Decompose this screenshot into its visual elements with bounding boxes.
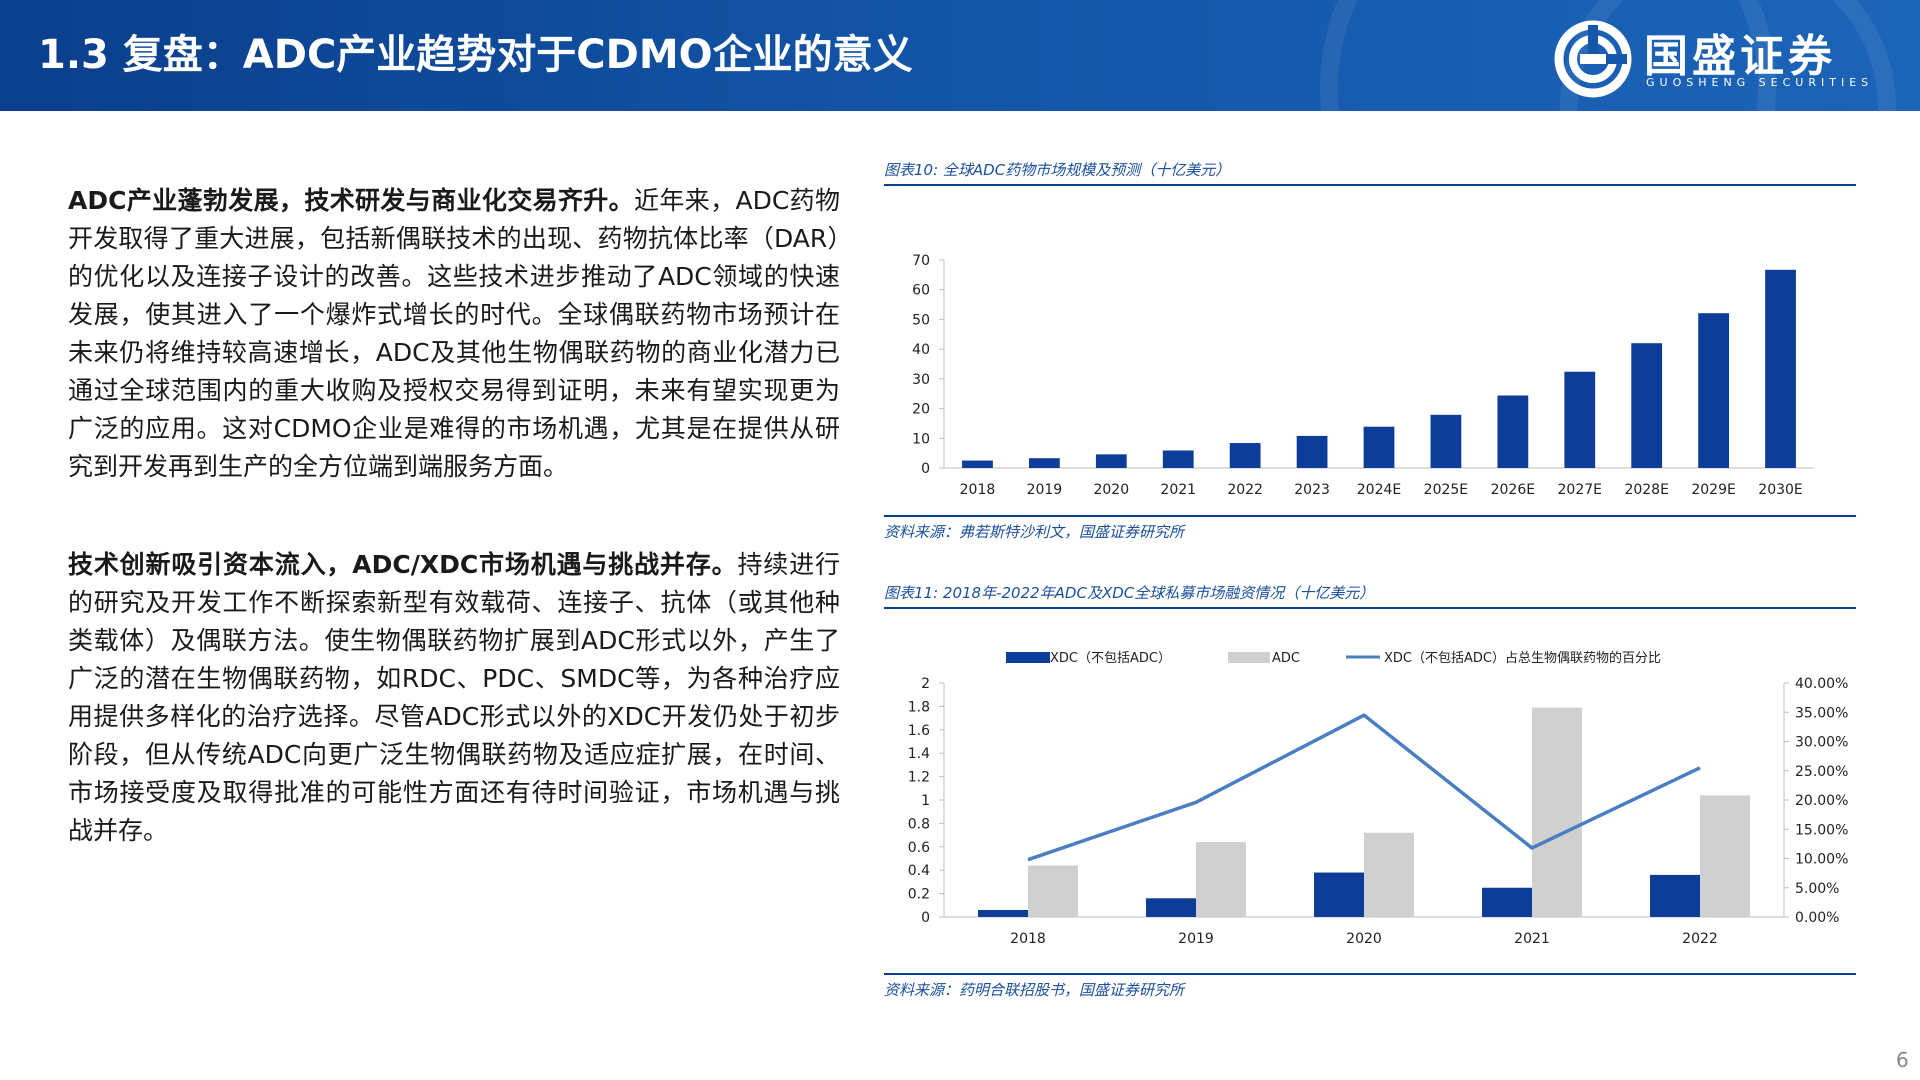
bar-2026E <box>1497 395 1529 468</box>
x-tick-label: 2028E <box>1624 482 1668 498</box>
y-tick-label-right: 5.00% <box>1795 881 1839 897</box>
paragraph-xdc-market: 技术创新吸引资本流入，ADC/XDC市场机遇与挑战并存。持续进行的研究及开发工作… <box>68 546 840 850</box>
y-tick-label-left: 1.6 <box>908 723 930 739</box>
header-banner: 1.3 复盘：ADC产业趋势对于CDMO企业的意义 国盛证券 GUOSHENG … <box>0 0 1920 111</box>
paragraph-adc-development: ADC产业蓬勃发展，技术研发与商业化交易齐升。近年来，ADC药物开发取得了重大进… <box>68 182 840 486</box>
bar-xdc-2018 <box>978 909 1028 917</box>
x-tick-label: 2027E <box>1558 482 1602 498</box>
bar-2025E <box>1430 414 1462 468</box>
xdc-financing-chart: XDC（不包括ADC） ADC XDC（不包括ADC）占总生物偶联药物的百分比 0 0.… <box>908 650 1849 947</box>
legend-swatch-xdc <box>1006 652 1050 663</box>
bar-adc-2022 <box>1700 795 1750 917</box>
y-tick-label-left: 0 <box>921 910 930 926</box>
company-logo: 国盛证券 GUOSHENG SECURITIES <box>1548 14 1920 104</box>
figure-10-bottom-rule <box>884 515 1856 517</box>
x-tick-label: 2030E <box>1758 482 1802 498</box>
legend-label-xdc: XDC（不包括ADC） <box>1050 651 1171 666</box>
y-tick-label-left: 1.4 <box>908 746 930 762</box>
y-tick-label-right: 20.00% <box>1795 793 1848 809</box>
x-tick-label: 2021 <box>1160 482 1196 498</box>
bar-2020 <box>1095 454 1127 468</box>
x-tick-label: 2026E <box>1491 482 1535 498</box>
line-xdc-percentage <box>1027 713 1701 862</box>
x-tick-label: 2023 <box>1294 482 1330 498</box>
x-tick-label: 2020 <box>1093 482 1129 498</box>
y-tick-label: 20 <box>912 402 930 418</box>
bar-adc-2018 <box>1028 865 1078 917</box>
bar-adc-2019 <box>1196 842 1246 917</box>
y-tick-label-left: 1.8 <box>908 699 930 715</box>
guosheng-logo-icon <box>1554 20 1632 98</box>
y-tick-label: 0 <box>921 461 930 477</box>
x-tick-label: 2021 <box>1514 931 1550 947</box>
figure-11-top-rule <box>884 607 1856 609</box>
figure-11-source: 资料来源：药明合联招股书，国盛证券研究所 <box>884 981 1185 999</box>
y-tick-label-right: 0.00% <box>1795 910 1839 926</box>
bar-2024E <box>1363 426 1395 468</box>
paragraph-body: 近年来，ADC药物开发取得了重大进展，包括新偶联技术的出现、药物抗体比率（DAR… <box>68 186 841 481</box>
y-tick-label-right: 15.00% <box>1795 822 1848 838</box>
bar-xdc-2019 <box>1146 898 1196 917</box>
y-tick-label: 50 <box>912 312 930 328</box>
y-tick-label-left: 1.2 <box>908 770 930 786</box>
figure-10-top-rule <box>884 184 1856 186</box>
y-tick-label-left: 0.4 <box>908 863 930 879</box>
figure-11-title: 图表11: 2018年-2022年ADC及XDC全球私募市场融资情况（十亿美元） <box>884 584 1375 602</box>
legend-swatch-adc <box>1228 652 1270 663</box>
x-tick-label: 2019 <box>1178 931 1214 947</box>
paragraph-lead: ADC产业蓬勃发展，技术研发与商业化交易齐升。 <box>68 186 635 215</box>
x-tick-label: 2022 <box>1682 931 1718 947</box>
y-tick-label-left: 1 <box>921 793 930 809</box>
y-tick-label: 10 <box>912 431 930 447</box>
y-tick-label-right: 25.00% <box>1795 764 1848 780</box>
y-tick-label-right: 40.00% <box>1795 676 1848 692</box>
adc-market-size-chart: 0 10 20 30 40 50 60 70 2018 2019 2020 2021 2022 2023 2… <box>912 253 1814 498</box>
x-tick-label: 2018 <box>1010 931 1046 947</box>
bar-2030E <box>1765 269 1796 468</box>
y-tick-label-right: 30.00% <box>1795 735 1848 751</box>
logo-subtitle: GUOSHENG SECURITIES <box>1646 76 1874 89</box>
paragraph-body: 持续进行的研究及开发工作不断探索新型有效载荷、连接子、抗体（或其他种类载体）及偶… <box>68 550 840 845</box>
bar-xdc-2020 <box>1314 872 1364 917</box>
bar-adc-2021 <box>1532 707 1582 917</box>
figure-10-source: 资料来源：弗若斯特沙利文，国盛证券研究所 <box>884 523 1185 541</box>
x-tick-label: 2029E <box>1691 482 1735 498</box>
bar-2022 <box>1229 443 1261 468</box>
y-tick-label-left: 2 <box>921 676 930 692</box>
bar-2029E <box>1698 313 1730 468</box>
bar-adc-2020 <box>1364 832 1414 917</box>
y-tick-label: 40 <box>912 342 930 358</box>
bar-2028E <box>1631 343 1663 468</box>
bar-xdc-2021 <box>1482 887 1532 917</box>
bar-xdc-2022 <box>1650 874 1700 917</box>
x-tick-label: 2019 <box>1027 482 1063 498</box>
y-tick-label-left: 0.8 <box>908 816 930 832</box>
y-tick-label: 30 <box>912 372 930 388</box>
y-tick-label-right: 35.00% <box>1795 705 1848 721</box>
page-number: 6 <box>1896 1048 1909 1072</box>
x-tick-label: 2024E <box>1357 482 1401 498</box>
y-tick-label-left: 0.2 <box>908 887 930 903</box>
figure-11-bottom-rule <box>884 973 1856 975</box>
y-tick-label-left: 0.6 <box>908 840 930 856</box>
x-tick-label: 2022 <box>1227 482 1263 498</box>
bar-2019 <box>1028 458 1060 468</box>
figure-10-title: 图表10: 全球ADC药物市场规模及预测（十亿美元） <box>884 161 1231 179</box>
y-tick-label-right: 10.00% <box>1795 852 1848 868</box>
bar-2027E <box>1564 371 1596 468</box>
paragraph-lead: 技术创新吸引资本流入，ADC/XDC市场机遇与挑战并存。 <box>68 550 738 579</box>
legend-label-adc: ADC <box>1272 651 1300 666</box>
bar-2023 <box>1296 435 1328 468</box>
y-tick-label: 60 <box>912 283 930 299</box>
legend-label-percentage: XDC（不包括ADC）占总生物偶联药物的百分比 <box>1384 650 1661 666</box>
x-tick-label: 2018 <box>960 482 996 498</box>
y-tick-label: 70 <box>912 253 930 269</box>
x-tick-label: 2020 <box>1346 931 1382 947</box>
bar-2018 <box>962 460 993 468</box>
page-title: 1.3 复盘：ADC产业趋势对于CDMO企业的意义 <box>38 32 913 78</box>
x-tick-label: 2025E <box>1424 482 1468 498</box>
bar-2021 <box>1162 450 1194 468</box>
logo-name: 国盛证券 <box>1644 31 1836 82</box>
